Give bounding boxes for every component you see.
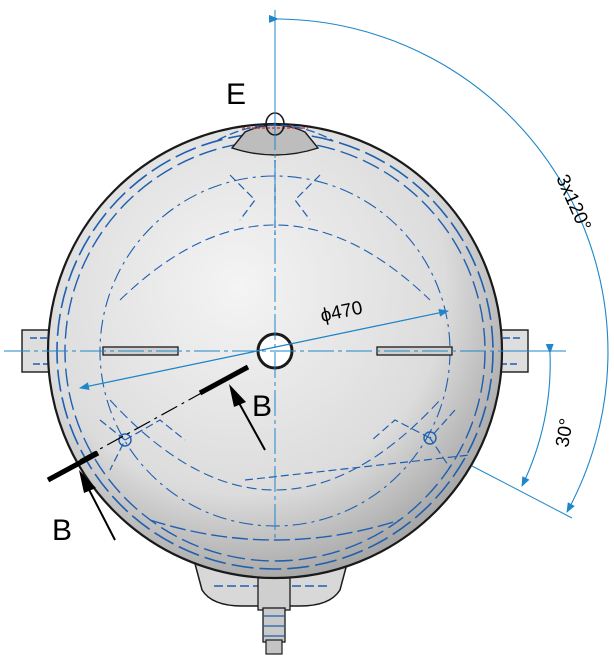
angle-pattern-label: 3x120° (551, 171, 594, 234)
angle-offset-dimension: 30° (512, 343, 578, 487)
detail-label-e: E (226, 78, 246, 111)
section-line (46, 364, 266, 541)
angle-offset-label: 30° (552, 417, 578, 449)
section-label-b-top: B (252, 390, 272, 423)
section-label-b-bottom: B (52, 514, 72, 547)
